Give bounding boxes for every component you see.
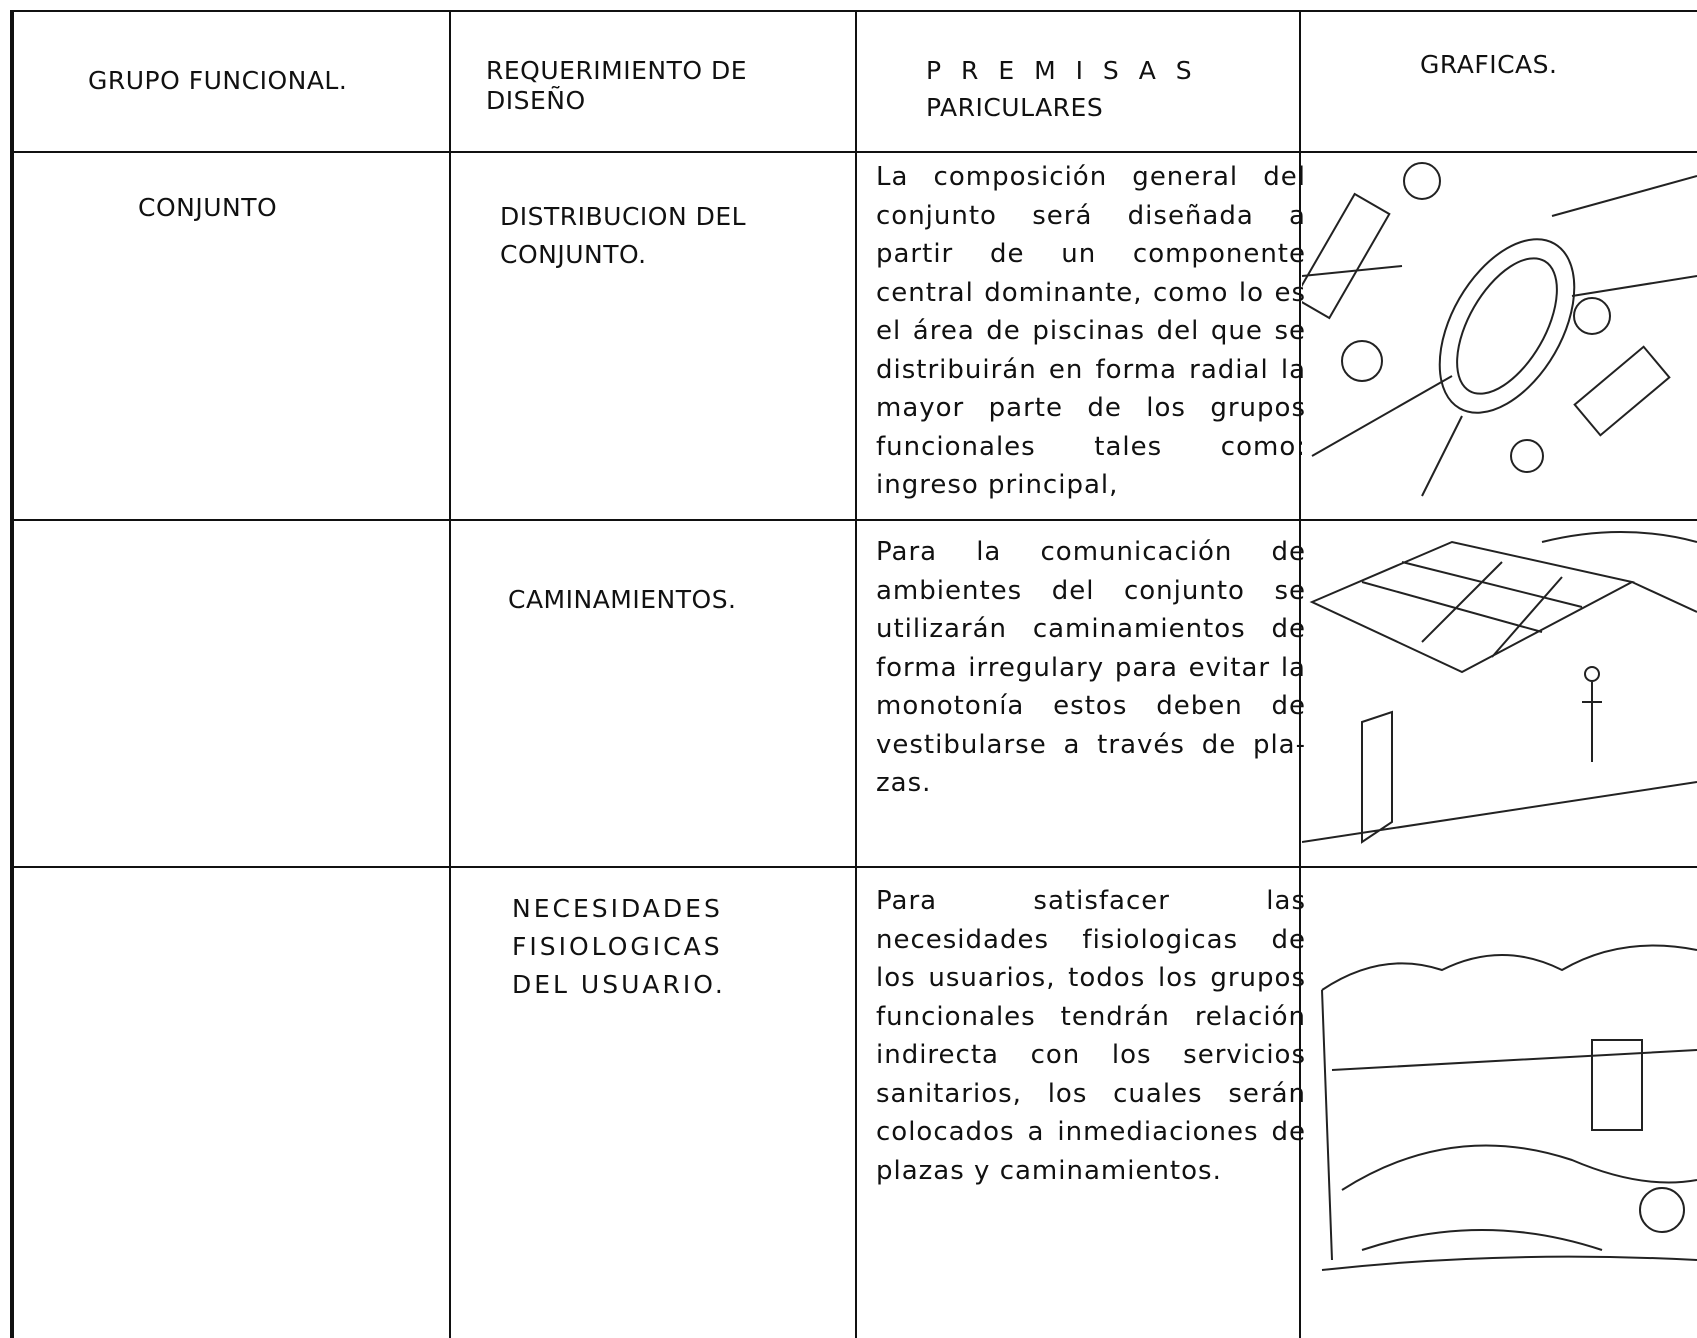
cell: CONJUNTO [138,193,278,222]
sketch [1321,944,1697,1271]
cell: Para la comunicación de ambientes del co… [876,537,1306,798]
cell: CAMINAMIENTOS. [508,585,737,614]
cell: NECESIDADES FISIOLOGICAS DEL USUARIO. [512,894,726,999]
header-cell: GRUPO FUNCIONAL. [88,66,348,95]
header-cell: REQUERIMIENTO DE DISEÑO [486,56,748,115]
cell: Para satisfacer las necesidades fisiolog… [876,886,1306,1186]
cell: La composición general del conjunto será… [876,162,1306,500]
header-cell: P R E M I S A S [926,56,1198,85]
header-cell: PARICULARES [926,93,1104,122]
cell: DISTRIBUCION DEL CONJUNTO. [500,202,747,269]
sketch [1302,162,1697,497]
header-cell: GRAFICAS. [1420,50,1558,79]
sketch [1302,531,1697,844]
